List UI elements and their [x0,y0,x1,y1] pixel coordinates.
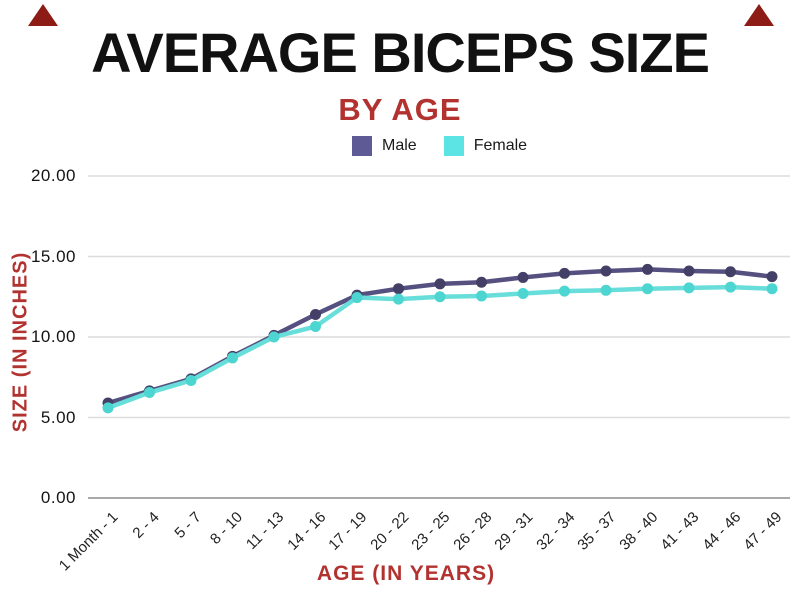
page-title: AVERAGE BICEPS SIZE [91,21,710,84]
data-point-female [517,288,529,300]
data-point-female [393,293,404,305]
legend: Male Female [352,136,527,156]
female-series-swatch [443,136,464,156]
data-point-male [683,265,695,277]
y-tick-label: 0.00 [40,488,76,507]
legend-label-female: Female [473,137,528,154]
male-series-swatch [352,136,372,156]
data-point-male [310,308,321,320]
data-point-female [185,374,197,386]
data-point-female [268,331,280,343]
data-point-male [476,276,487,288]
legend-item-female: Female [443,136,528,156]
legend-label-male: Male [382,137,417,154]
data-point-male [393,283,404,295]
data-point-female [102,402,114,414]
data-point-female [559,285,570,297]
y-tick-label: 10.00 [30,327,76,346]
series-line-female [105,284,775,411]
data-point-female [476,290,487,302]
data-point-female [351,292,363,304]
y-tick-label: 15.00 [30,246,76,266]
data-point-male [517,271,529,283]
x-axis-title: AGE (IN YEARS) [316,562,496,585]
y-axis-title: SIZE (IN INCHES) [9,251,32,433]
data-point-male [725,266,736,278]
data-point-male [642,263,653,275]
data-point-female [766,283,778,295]
data-point-male [559,267,570,279]
data-point-male [434,278,446,290]
legend-item-male: Male [352,136,417,156]
y-tick-label: 20.00 [30,166,76,185]
data-point-female [725,281,736,293]
data-point-female [227,352,238,364]
data-point-female [642,283,653,295]
data-point-female [434,291,446,303]
data-point-female [310,321,321,333]
page-subtitle: BY AGE [338,92,462,127]
data-point-male [766,271,778,283]
data-point-female [600,284,612,296]
y-tick-label: 5.00 [40,407,76,427]
data-point-female [144,387,155,399]
data-point-female [683,282,695,294]
data-point-male [600,265,612,277]
